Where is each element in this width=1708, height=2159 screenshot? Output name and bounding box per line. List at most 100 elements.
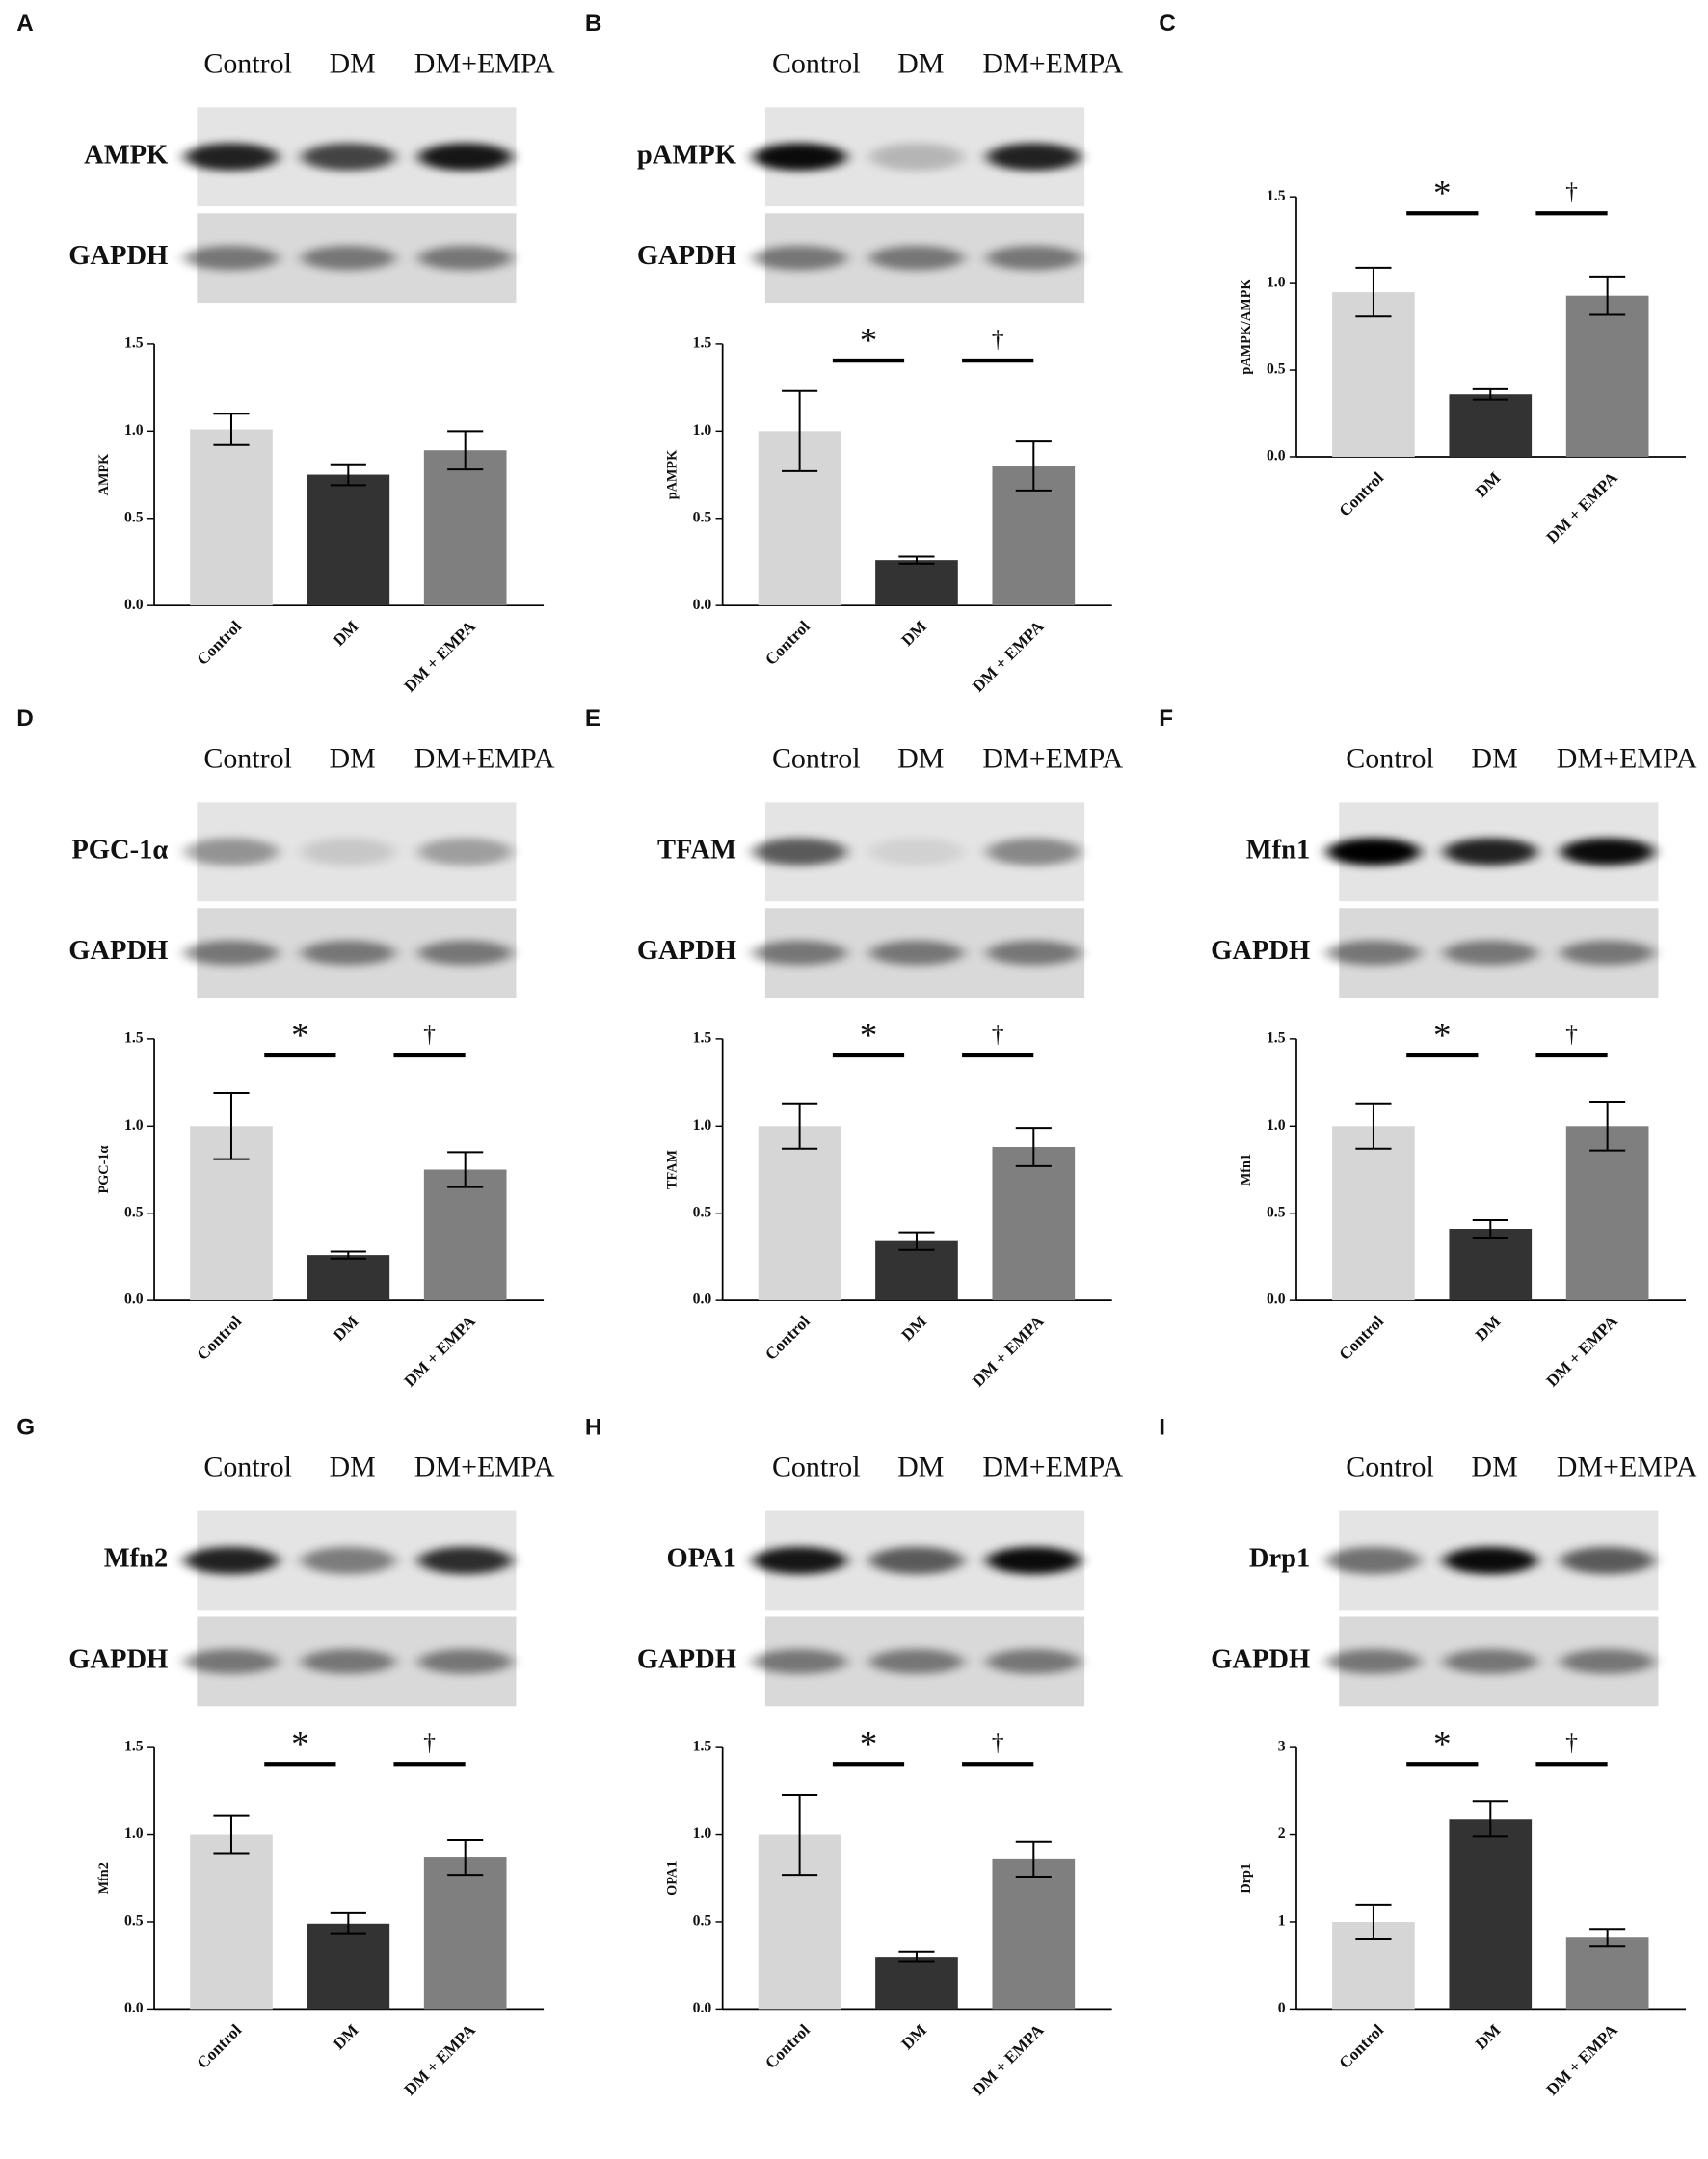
- significance-mark: *: [1433, 174, 1452, 214]
- significance-mark: *: [860, 321, 878, 360]
- blot-label: pAMPK: [637, 140, 736, 170]
- x-tick-label: Control: [1336, 1312, 1388, 1364]
- lane-label: DM+EMPA: [414, 47, 555, 79]
- y-tick-label: 0.0: [124, 597, 144, 613]
- blot-band: [301, 143, 395, 172]
- bar: [307, 474, 390, 606]
- x-tick-label: DM + EMPA: [1543, 2020, 1622, 2099]
- lane-label: DM: [897, 47, 944, 79]
- panel: G Control DM DM+EMPA Mfn2 GAPDH 0.0 0.5 1.0 1.5 Mf…: [16, 1414, 555, 2099]
- blot-label: GAPDH: [68, 241, 168, 271]
- blot-band: [1561, 1546, 1655, 1575]
- lane-label: DM+EMPA: [1557, 742, 1697, 774]
- bar: [758, 1126, 841, 1301]
- panel-letter: I: [1159, 1414, 1165, 1440]
- blot-label: GAPDH: [637, 1644, 736, 1674]
- lane-label: Control: [772, 47, 861, 79]
- y-tick-label: 0.0: [1267, 448, 1286, 465]
- y-tick-label: 1.0: [124, 1117, 144, 1133]
- x-tick-label: DM + EMPA: [969, 617, 1048, 696]
- y-tick-label: 0.0: [1267, 1292, 1286, 1308]
- x-tick-label: DM: [1472, 2021, 1505, 2054]
- significance-mark: †: [992, 325, 1004, 353]
- blot-band: [301, 1649, 395, 1674]
- error-bar: [1015, 1840, 1052, 1878]
- blot-label: GAPDH: [68, 1644, 168, 1674]
- y-tick-label: 1.5: [1267, 188, 1286, 204]
- y-axis-label: pAMPK: [665, 450, 681, 500]
- x-tick-label: Control: [194, 1312, 246, 1364]
- y-tick-label: 1.0: [1267, 1117, 1286, 1133]
- lane-label: DM: [897, 742, 944, 774]
- bar: [875, 1240, 958, 1301]
- panel-letter: D: [16, 706, 34, 732]
- blot-band: [184, 838, 279, 866]
- error-bar: [1015, 440, 1052, 492]
- y-axis-label: Mfn1: [1239, 1154, 1254, 1186]
- blot-band: [986, 245, 1081, 271]
- y-tick-label: 0.5: [693, 1913, 712, 1930]
- panel-letter: E: [585, 706, 600, 732]
- x-tick-label: Control: [761, 617, 814, 669]
- panel: A Control DM DM+EMPA AMPK GAPDH 0.0 0.5 1.0 1.5 AM…: [16, 11, 555, 696]
- blot-band: [418, 1546, 513, 1575]
- y-tick-label: 0.0: [124, 2000, 144, 2016]
- error-bar: [898, 1950, 935, 1963]
- y-tick-label: 1.5: [124, 1739, 144, 1755]
- bar: [1449, 1228, 1533, 1301]
- blot-band: [869, 838, 964, 866]
- error-bar: [1589, 1100, 1626, 1152]
- x-tick-label: DM: [1472, 468, 1505, 501]
- panel-letter: F: [1159, 706, 1173, 732]
- y-tick-label: 0.5: [124, 1204, 144, 1220]
- lane-label: DM+EMPA: [414, 1452, 555, 1483]
- blot-band: [1326, 940, 1421, 966]
- panel: E Control DM DM+EMPA TFAM GAPDH 0.0 0.5 1.0 1.5 TF…: [585, 706, 1124, 1391]
- lane-label: Control: [203, 742, 292, 774]
- error-bar: [1355, 1903, 1392, 1941]
- x-tick-label: DM + EMPA: [969, 1312, 1048, 1391]
- blot-label: GAPDH: [1211, 936, 1310, 966]
- error-bar: [447, 1151, 484, 1188]
- blot-band: [1561, 838, 1655, 866]
- error-bar: [1589, 275, 1626, 316]
- lane-label: Control: [203, 1452, 292, 1483]
- y-axis-label: pAMPK/AMPK: [1239, 280, 1254, 375]
- error-bar: [1472, 1218, 1508, 1239]
- x-tick-label: DM + EMPA: [1543, 468, 1622, 547]
- y-tick-label: 1: [1278, 1913, 1286, 1930]
- bar: [1449, 1819, 1533, 2010]
- blot-band: [753, 1649, 847, 1674]
- error-bar: [1355, 1102, 1392, 1150]
- y-axis-label: AMPK: [96, 454, 112, 496]
- y-tick-label: 1.5: [124, 335, 144, 352]
- error-bar: [782, 1102, 818, 1150]
- blot-band: [869, 245, 964, 271]
- significance-mark: †: [1565, 1728, 1578, 1756]
- x-tick-label: DM + EMPA: [401, 617, 480, 696]
- blot-band: [184, 143, 279, 172]
- x-tick-label: Control: [194, 617, 246, 669]
- error-bar: [330, 1911, 366, 1935]
- error-bar: [213, 413, 250, 446]
- y-tick-label: 0.5: [1267, 361, 1286, 378]
- lane-label: DM+EMPA: [982, 1452, 1123, 1483]
- blot-band: [753, 245, 847, 271]
- blot-label: Mfn1: [1246, 835, 1311, 865]
- blot-band: [986, 1546, 1081, 1575]
- x-tick-label: DM + EMPA: [969, 2020, 1048, 2099]
- blot-band: [184, 245, 279, 271]
- bar: [1332, 1126, 1415, 1301]
- x-tick-label: DM: [330, 1312, 362, 1345]
- significance-mark: †: [423, 1020, 436, 1048]
- panel: D Control DM DM+EMPA PGC-1α GAPDH 0.0 0.5 1.0 1.5…: [16, 706, 555, 1391]
- lane-label: DM: [329, 47, 375, 79]
- blot-band: [753, 1546, 847, 1575]
- blot-label: AMPK: [84, 140, 168, 170]
- x-tick-label: DM: [898, 617, 931, 650]
- error-bar: [1355, 266, 1392, 318]
- significance-mark: †: [1565, 177, 1578, 205]
- blot-band: [418, 1649, 513, 1674]
- significance-mark: *: [291, 1016, 309, 1055]
- lane-label: Control: [1346, 742, 1434, 774]
